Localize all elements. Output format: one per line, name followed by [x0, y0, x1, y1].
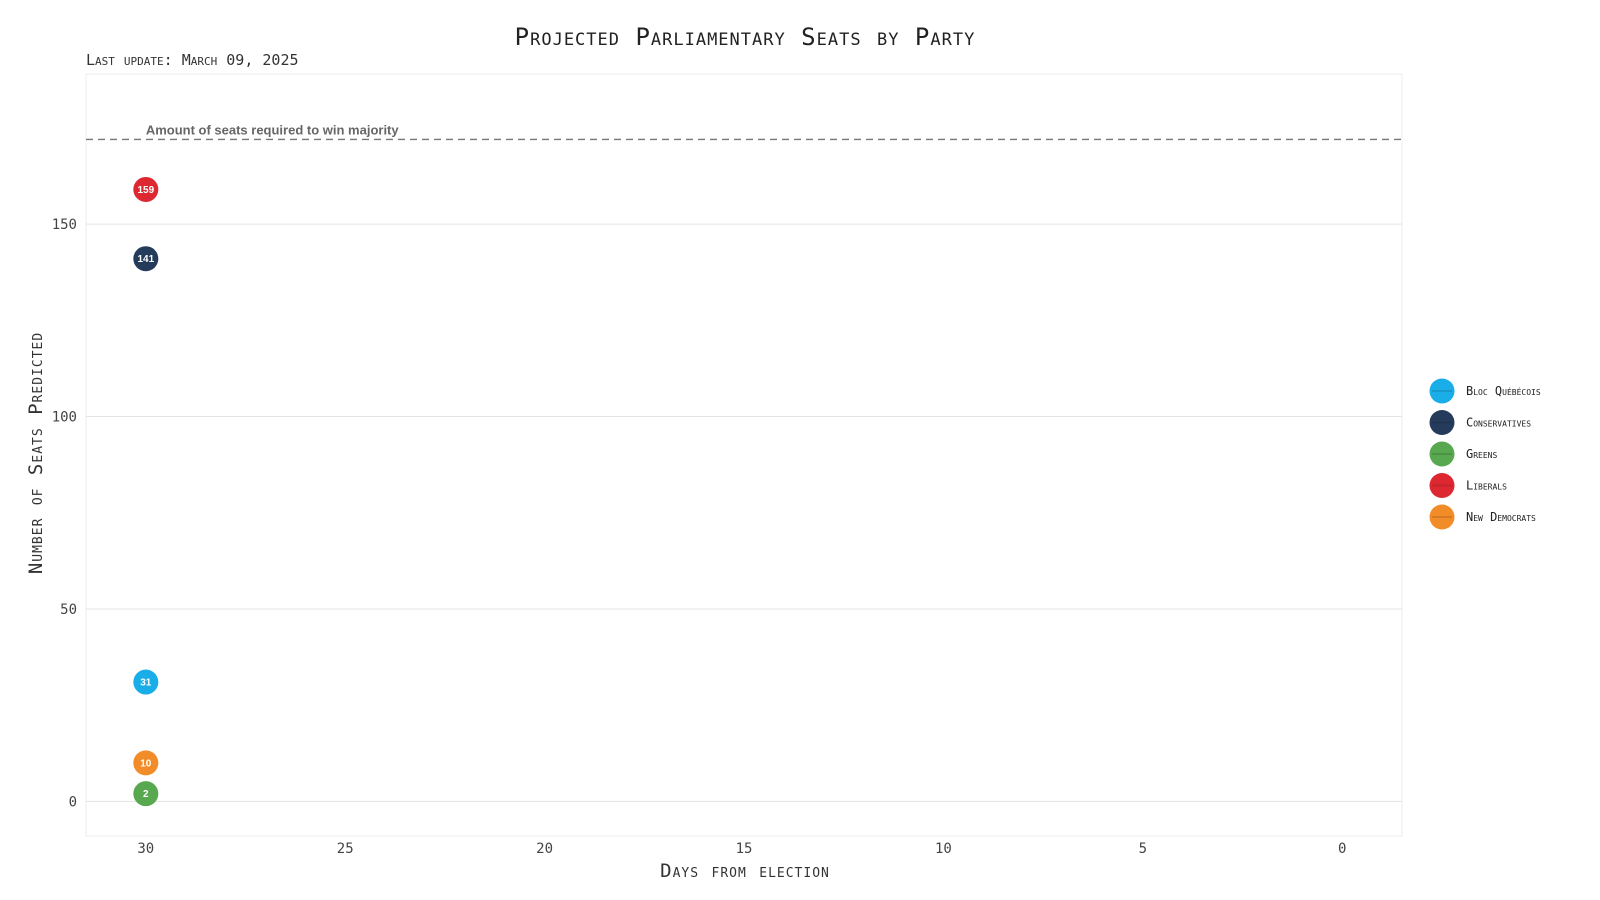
chart-subtitle: Last update: March 09, 2025 [86, 51, 299, 69]
majority-label: Amount of seats required to win majority [146, 122, 400, 137]
legend-label: New Democrats [1466, 510, 1536, 524]
y-axis-title: Number of Seats Predicted [25, 332, 47, 574]
x-tick-label: 30 [137, 841, 154, 857]
data-label: 10 [140, 758, 152, 769]
x-tick-label: 20 [536, 841, 553, 857]
plot-panel [85, 73, 1403, 837]
x-tick-label: 10 [935, 841, 952, 857]
data-point [133, 246, 159, 272]
legend: Bloc Québécois Conservatives Greens Liberal… [1429, 378, 1541, 530]
legend-label: Liberals [1466, 479, 1507, 493]
legend-label: Bloc Québécois [1466, 384, 1541, 398]
data-point [133, 669, 159, 695]
x-axis-ticks: 30 25 20 15 10 5 0 [137, 841, 1346, 857]
legend-label: Conservatives [1466, 416, 1531, 430]
y-tick-label: 100 [52, 410, 77, 426]
data-point [133, 781, 159, 807]
majority-reference: Amount of seats required to win majority [86, 122, 1402, 141]
data-point [133, 750, 159, 776]
y-tick-label: 0 [69, 794, 77, 810]
y-axis-ticks: 0 50 100 150 [52, 217, 77, 810]
data-label: 141 [137, 254, 154, 265]
x-tick-label: 15 [736, 841, 753, 857]
data-point [133, 176, 159, 202]
data-points: 31 141 2 159 10 [133, 176, 159, 807]
x-axis-title: Days from election [660, 860, 830, 882]
x-tick-label: 25 [337, 841, 354, 857]
y-tick-label: 50 [60, 602, 77, 618]
y-tick-label: 150 [52, 217, 77, 233]
legend-label: Greens [1466, 447, 1497, 461]
x-tick-label: 0 [1338, 841, 1346, 857]
grid-lines [86, 223, 1402, 802]
data-label: 159 [137, 185, 154, 196]
data-label: 2 [143, 789, 149, 800]
data-label: 31 [140, 678, 152, 689]
chart-title: Projected Parliamentary Seats by Party [515, 23, 976, 51]
x-tick-label: 5 [1139, 841, 1147, 857]
